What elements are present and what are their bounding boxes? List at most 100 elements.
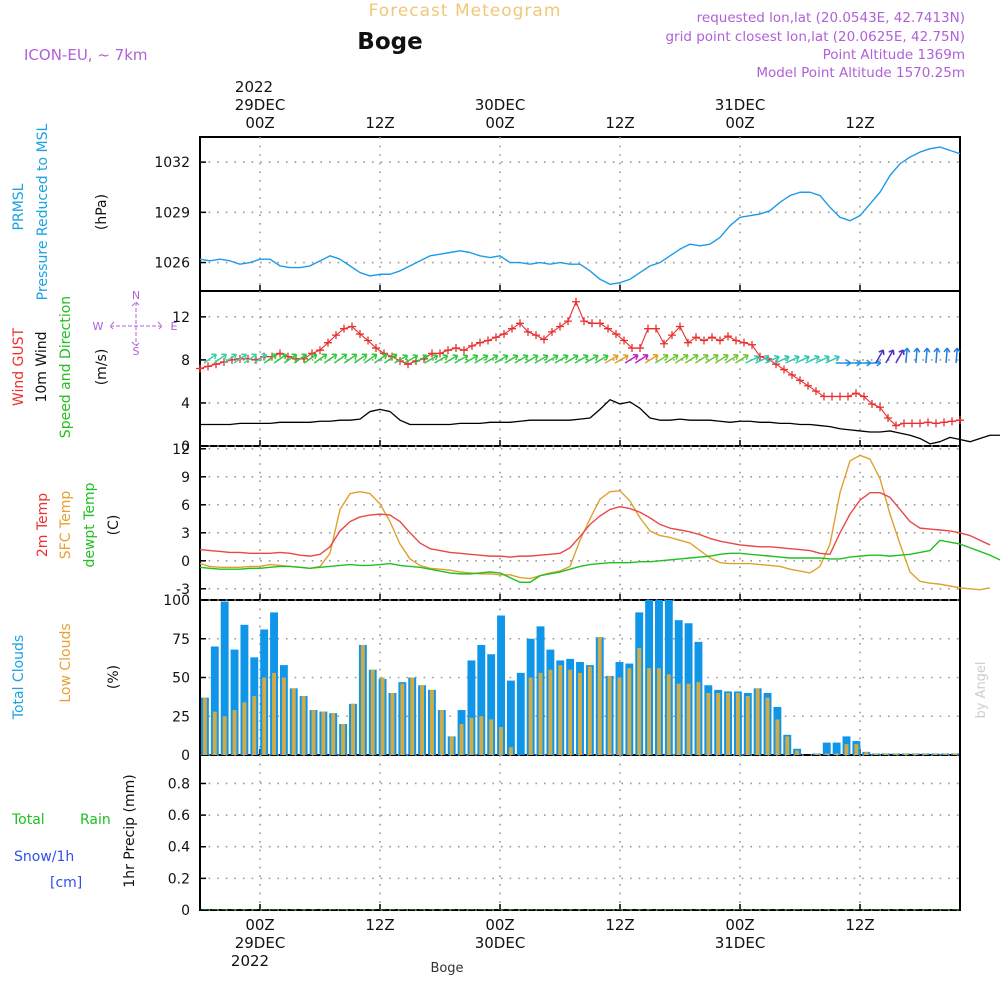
precip-bar (399, 909, 406, 910)
product-title: Forecast Meteogram (369, 1, 562, 21)
wind-series (196, 297, 1000, 445)
gust-marker (452, 344, 460, 353)
gust-marker (860, 392, 868, 401)
y-tick-label-pressure: 1032 (154, 155, 190, 171)
low-cloud-bar (390, 693, 395, 755)
wind-arrow-head (662, 353, 669, 360)
gust-marker (340, 324, 348, 333)
low-cloud-bar (331, 713, 336, 755)
wind-unit: (m/s) (94, 349, 110, 386)
low-cloud-bar (844, 744, 849, 755)
precip-bar (952, 909, 959, 910)
gust-marker (484, 336, 492, 345)
temp-labels: 2m Temp SFC Temp dewpt Temp (C) (35, 482, 122, 567)
gust-marker (428, 349, 436, 358)
wind-arrow (514, 354, 529, 364)
low-cloud-bar (291, 688, 296, 755)
top-tick-label: 12Z (365, 114, 394, 132)
footer-location: Boge (430, 961, 463, 976)
precip-bar (675, 909, 682, 910)
low-cloud-bar (775, 719, 780, 755)
wind-arrow-head (824, 354, 830, 362)
precip-bar (912, 909, 919, 910)
gust-marker (924, 418, 932, 427)
top-tick-label: 00Z (725, 114, 754, 132)
precip-bar (330, 909, 337, 910)
precip-bar (350, 909, 356, 910)
gust-marker (900, 419, 908, 428)
precip-bar (310, 909, 317, 910)
gust-marker (540, 335, 548, 344)
panel-grids (200, 137, 960, 911)
gust-marker (708, 333, 716, 342)
wind-arrow-head (592, 354, 599, 361)
t2m-line (199, 491, 991, 558)
compass-n: N (132, 289, 140, 302)
precip-bar (892, 909, 899, 910)
wind-arrow-head (682, 353, 689, 360)
y-tick-label-clouds: 25 (172, 709, 190, 725)
wind-arrow (875, 349, 884, 364)
low-cloud-bar (578, 672, 582, 755)
gust-marker (716, 336, 724, 345)
y-tick-label-clouds: 75 (172, 632, 190, 648)
precip-bar (744, 909, 751, 910)
gust-marker (692, 333, 700, 342)
wind-arrow (464, 354, 479, 364)
precip-bar (636, 909, 643, 910)
gust-marker (644, 324, 652, 333)
wind-arrow-head (552, 354, 559, 361)
precip-bar (932, 909, 939, 910)
low-cloud-bar (943, 753, 948, 755)
wind-labels: Wind GUST 10m Wind Speed and Direction (… (11, 296, 110, 438)
gust-marker (196, 364, 204, 373)
wind-arrow-head (723, 353, 729, 360)
wind-arrow-head (291, 353, 298, 360)
wind-arrow (283, 353, 297, 364)
precip-label-snow: Snow/1h (14, 849, 74, 865)
wind-arrow-head (764, 354, 770, 362)
wind-arrow-head (251, 353, 258, 360)
compass-cross-icon (109, 301, 163, 347)
low-cloud-bar (568, 669, 573, 755)
precip-bar (419, 909, 426, 910)
low-cloud-bar (706, 693, 711, 755)
pressure-unit: (hPa) (94, 194, 110, 230)
wind-arrow (614, 354, 629, 364)
bottom-tick-label: 12Z (365, 916, 394, 934)
wind-arrow-head (422, 354, 429, 361)
low-cloud-bar (923, 753, 928, 755)
wind-arrow-head (774, 354, 780, 362)
precip-label-rain: Rain (80, 812, 111, 828)
precip-bar (369, 909, 376, 910)
low-cloud-bar (735, 693, 740, 755)
cloud-bars (200, 600, 960, 755)
wind-arrow (795, 355, 810, 364)
low-cloud-bar (933, 753, 938, 755)
wind-arrow (895, 349, 904, 364)
low-cloud-bar (321, 711, 326, 755)
wind-arrow (805, 355, 820, 364)
gust-marker (740, 338, 748, 347)
gust-marker (796, 376, 804, 385)
low-cloud-bar (666, 674, 671, 755)
wind-arrow-head (702, 353, 709, 360)
gust-marker (564, 317, 572, 326)
gust-marker (940, 418, 948, 427)
precip-bar (616, 909, 623, 910)
wind-arrow-head (482, 354, 489, 361)
wind-arrow (203, 353, 217, 364)
total-cloud-bar (487, 654, 496, 755)
bottom-tick-label: 12Z (845, 916, 874, 934)
low-cloud-bar (834, 753, 839, 755)
bottom-tick-label: 00Z (245, 916, 274, 934)
total-cloud-bar (230, 649, 239, 755)
precip-labels: Total Rain Snow/1h [cm] 1hr Precip (mm) (11, 774, 138, 891)
wind-arrow-head (231, 353, 238, 360)
precip-bar (478, 909, 485, 910)
wind-arrow (484, 354, 499, 364)
low-cloud-bar (212, 711, 217, 755)
y-tick-labels: 10261029103204812-3036912025507510000.20… (154, 155, 190, 919)
point-altitude: Point Altitude 1369m (823, 47, 965, 63)
top-tick-label: 12Z (605, 114, 634, 132)
